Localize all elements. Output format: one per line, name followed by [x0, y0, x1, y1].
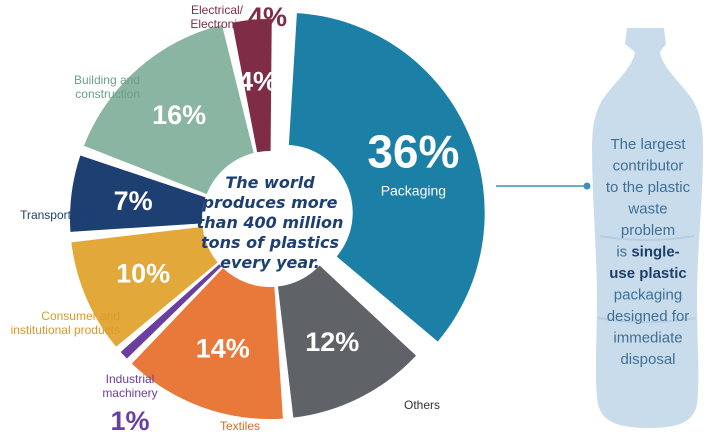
value-label-packaging: 36%: [367, 126, 459, 178]
bottle-caption-line: contributor: [613, 158, 684, 175]
bottle-shape: [592, 28, 703, 428]
bottle-caption-text: to the plastic: [606, 179, 691, 196]
bottle-caption-text: designed for: [607, 308, 690, 325]
slice-others: [277, 265, 417, 418]
bottle-caption-line: is single-: [616, 244, 679, 261]
center-caption-line: than 400 million: [197, 213, 344, 232]
category-label-building-and-construction: Building and construction: [74, 73, 140, 101]
plastic-bottle-illustration: The largest contributor to the plastic wast…: [592, 28, 703, 428]
bottle-caption-line: packaging: [614, 287, 682, 304]
category-label-industrial-machinery: Industrial machinery: [102, 372, 157, 400]
bottle-ridge: [599, 235, 695, 241]
bottle-ridge: [597, 317, 697, 323]
value-label-transportation: 7%: [114, 186, 153, 216]
bottle-caption-text: immediate: [613, 330, 682, 347]
value-label-consumer-and-institutional-products: 10%: [116, 258, 170, 288]
category-label-transportation: Transportation: [20, 208, 97, 222]
bottle-caption-text: The largest: [610, 136, 686, 153]
bottle-caption-emphasis: use plastic: [609, 265, 687, 282]
bottle-caption-text: problem: [621, 222, 675, 239]
bottle-caption-line: problem: [621, 222, 675, 239]
bottle-caption-line: waste: [627, 201, 667, 218]
slice-industrial-machinery: [120, 264, 222, 359]
bottle-caption-line: to the plastic: [606, 179, 691, 196]
category-label-packaging: Packaging: [381, 183, 446, 199]
center-caption-line: The world: [225, 173, 315, 192]
slice-consumer-and-institutional-products: [71, 226, 218, 347]
bottle-caption-line: use plastic: [609, 265, 687, 282]
bottle-caption-line: immediate: [613, 330, 682, 347]
bottle-caption-line: designed for: [607, 308, 690, 325]
slice-transportation: [70, 155, 206, 232]
value-label-textiles: 14%: [196, 334, 250, 364]
bottle-caption-emphasis: single-: [631, 244, 679, 261]
connector-dot: [583, 182, 591, 190]
value-label-electrical-electronic: 4%: [248, 2, 287, 32]
bottle-caption-text: packaging: [614, 287, 682, 304]
slice-textiles: [131, 268, 283, 419]
value-label-electrical-electronic: 4%: [238, 67, 277, 97]
bottle-caption: The largest contributor to the plastic wast…: [606, 136, 691, 368]
bottle-caption-text: disposal: [620, 351, 675, 368]
center-caption-line: produces more: [201, 193, 337, 212]
center-caption-line: tons of plastics: [201, 233, 339, 252]
slice-packaging: [288, 13, 485, 342]
center-caption: The world produces more than 400 million to…: [197, 173, 344, 272]
category-label-others: Others: [404, 398, 440, 412]
bottle-caption-text: waste: [627, 201, 667, 218]
center-caption-line: every year.: [220, 253, 320, 272]
value-label-building-and-construction: 16%: [152, 100, 206, 130]
bottle-caption-line: The largest: [610, 136, 686, 153]
category-label-electrical-electronic: Electrical/Electronic: [190, 3, 243, 31]
value-label-industrial-machinery: 1%: [110, 406, 149, 436]
bottle-caption-line: disposal: [620, 351, 675, 368]
category-label-textiles: Textiles: [220, 419, 260, 433]
category-label-consumer-and-institutional-products: Consumer and institutional products: [11, 309, 120, 337]
bottle-caption-text: contributor: [613, 158, 684, 175]
slice-building-and-construction: [83, 24, 254, 195]
bottle-caption-text: is: [616, 244, 631, 261]
value-label-others: 12%: [305, 327, 359, 357]
slice-electrical-electronic: [232, 19, 272, 153]
